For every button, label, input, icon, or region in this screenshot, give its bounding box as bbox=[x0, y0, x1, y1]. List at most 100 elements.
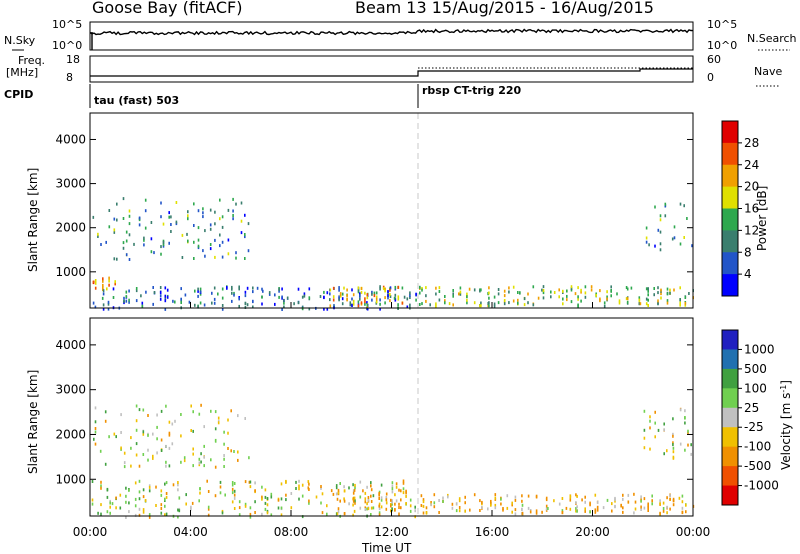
data-cell bbox=[171, 422, 174, 426]
data-cell bbox=[138, 218, 141, 222]
data-cell bbox=[634, 507, 637, 511]
data-cell bbox=[285, 498, 287, 502]
time-axis-label: Time UT bbox=[361, 541, 412, 554]
data-cell bbox=[394, 508, 396, 512]
data-cell bbox=[286, 296, 289, 300]
data-cell bbox=[384, 287, 386, 291]
data-cell bbox=[164, 482, 166, 486]
data-cell bbox=[479, 499, 481, 503]
colorbar-tick-label: 1000 bbox=[744, 342, 775, 356]
x-tick-label: 00:00 bbox=[676, 525, 711, 539]
data-cell bbox=[202, 211, 204, 215]
data-cell bbox=[527, 494, 530, 498]
data-cell bbox=[364, 500, 367, 504]
data-cell bbox=[659, 511, 661, 515]
data-cell bbox=[466, 292, 468, 296]
data-cell bbox=[640, 495, 642, 499]
data-cell bbox=[233, 450, 235, 453]
data-cell bbox=[283, 301, 285, 305]
data-cell bbox=[425, 299, 427, 303]
data-cell bbox=[203, 455, 205, 459]
data-cell bbox=[561, 511, 564, 515]
data-cell bbox=[603, 304, 606, 308]
data-cell bbox=[645, 297, 648, 301]
data-cell bbox=[435, 302, 437, 306]
data-cell bbox=[339, 293, 342, 297]
data-cell bbox=[643, 506, 646, 510]
data-cell bbox=[227, 431, 229, 435]
data-cell bbox=[508, 301, 510, 305]
colorbar-tick-label: 4 bbox=[744, 267, 752, 281]
data-cell bbox=[185, 493, 187, 497]
data-cell bbox=[577, 295, 579, 299]
data-cell bbox=[364, 506, 367, 510]
freq-label: Freq. bbox=[18, 54, 45, 67]
data-cell bbox=[159, 286, 162, 289]
data-cell bbox=[308, 296, 311, 300]
data-cell bbox=[280, 482, 283, 486]
data-cell bbox=[488, 296, 490, 300]
data-cell bbox=[364, 300, 366, 304]
data-cell bbox=[128, 510, 130, 514]
data-cell bbox=[168, 464, 171, 468]
data-cell bbox=[214, 427, 217, 431]
data-cell bbox=[497, 301, 500, 305]
data-cell bbox=[254, 489, 256, 493]
data-cell bbox=[159, 297, 162, 301]
data-cell bbox=[671, 237, 674, 241]
data-cell bbox=[633, 492, 635, 496]
data-cell bbox=[249, 512, 252, 516]
data-cell bbox=[164, 286, 167, 290]
data-cell bbox=[223, 430, 225, 434]
data-cell bbox=[400, 498, 402, 502]
data-cell bbox=[429, 303, 431, 307]
data-cell bbox=[168, 215, 170, 219]
data-cell bbox=[270, 495, 273, 499]
data-cell bbox=[130, 436, 132, 440]
data-cell bbox=[335, 492, 338, 496]
data-cell bbox=[473, 288, 476, 292]
data-cell bbox=[438, 290, 441, 293]
data-cell bbox=[372, 506, 375, 510]
data-cell bbox=[104, 410, 107, 414]
data-cell bbox=[165, 512, 168, 516]
data-cell bbox=[138, 223, 141, 227]
power-heatmap-data bbox=[92, 197, 694, 311]
data-cell bbox=[575, 493, 577, 497]
data-cell bbox=[231, 487, 234, 491]
data-cell bbox=[199, 491, 201, 495]
data-cell bbox=[337, 491, 340, 495]
data-cell bbox=[303, 294, 306, 298]
data-cell bbox=[152, 302, 154, 306]
data-cell bbox=[125, 290, 128, 294]
data-cell bbox=[244, 502, 247, 506]
data-cell bbox=[135, 428, 138, 432]
data-cell bbox=[200, 460, 202, 464]
x-tick-label: 20:00 bbox=[575, 525, 610, 539]
data-cell bbox=[370, 506, 373, 510]
data-cell bbox=[246, 303, 249, 307]
freq-top-tick: 18 bbox=[66, 53, 80, 66]
data-cell bbox=[91, 498, 94, 502]
data-cell bbox=[490, 503, 492, 507]
data-cell bbox=[338, 295, 340, 299]
data-cell bbox=[177, 515, 179, 519]
data-cell bbox=[152, 286, 154, 289]
data-cell bbox=[409, 296, 411, 299]
data-cell bbox=[192, 452, 194, 456]
data-cell bbox=[290, 506, 293, 510]
data-cell bbox=[517, 291, 519, 294]
data-cell bbox=[352, 491, 355, 495]
data-cell bbox=[187, 217, 189, 221]
y-tick-label: 1000 bbox=[55, 472, 86, 486]
data-cell bbox=[107, 300, 110, 304]
data-cell bbox=[535, 511, 538, 515]
data-cell bbox=[108, 435, 110, 439]
data-cell bbox=[366, 307, 369, 311]
data-cell bbox=[666, 299, 669, 303]
data-cell bbox=[150, 250, 153, 254]
data-cell bbox=[684, 303, 687, 307]
data-cell bbox=[102, 292, 105, 296]
data-cell bbox=[142, 488, 145, 492]
data-cell bbox=[166, 295, 169, 299]
